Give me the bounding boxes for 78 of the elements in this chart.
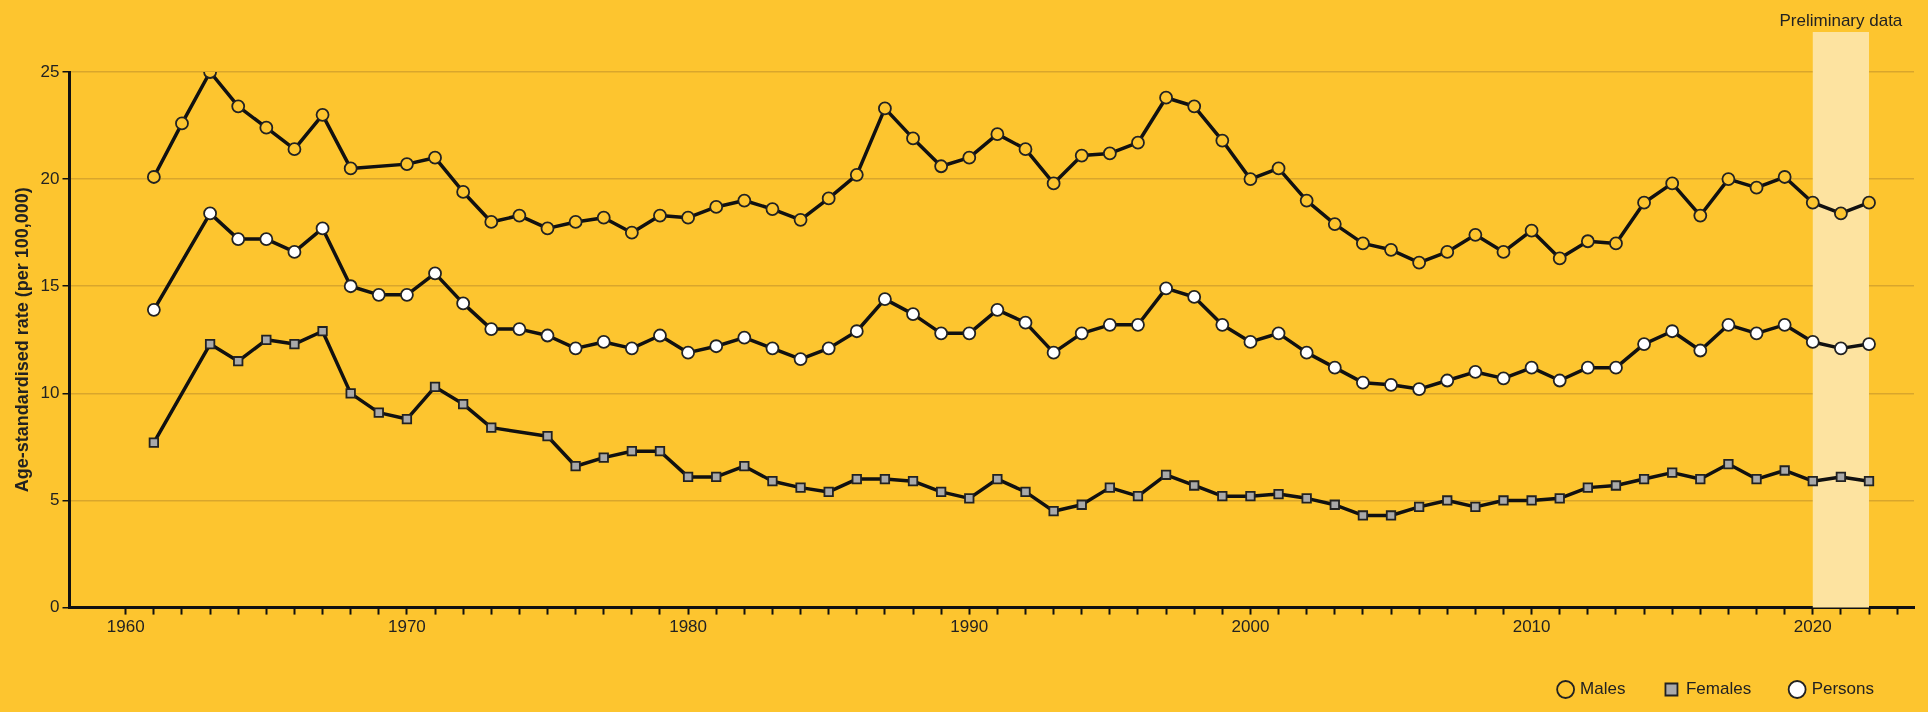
point — [486, 422, 497, 433]
point — [1723, 458, 1734, 470]
point — [317, 326, 328, 337]
point — [711, 471, 722, 483]
point — [1413, 501, 1425, 513]
point — [289, 338, 300, 350]
legend-label: Persons — [1811, 679, 1875, 699]
point — [1020, 486, 1031, 498]
point — [345, 388, 356, 399]
y-tick-label: 5 — [50, 490, 60, 510]
point — [1048, 506, 1059, 517]
y-tick-label: 20 — [40, 168, 60, 188]
legend-label: Females — [1685, 679, 1752, 699]
point — [429, 381, 441, 393]
point — [851, 473, 862, 485]
point — [1554, 493, 1565, 504]
point — [682, 471, 694, 483]
y-tick-label: 0 — [50, 597, 60, 617]
y-tick-label: 25 — [40, 61, 60, 81]
legend-label: Males — [1580, 679, 1626, 699]
y-tick-label: 10 — [40, 383, 60, 403]
band-label: Preliminary data — [1779, 11, 1903, 31]
point — [1526, 495, 1537, 506]
point — [1695, 473, 1706, 485]
point — [570, 461, 581, 472]
point — [1779, 465, 1790, 476]
x-tick-label: 1970 — [388, 617, 426, 637]
point — [542, 431, 553, 442]
x-tick-label: 1980 — [669, 617, 707, 637]
point — [233, 356, 244, 367]
point — [767, 476, 778, 487]
point — [1104, 482, 1115, 493]
point — [1357, 510, 1369, 521]
point — [1301, 493, 1312, 504]
x-tick-label: 2020 — [1793, 617, 1832, 637]
x-tick-label: 1960 — [106, 617, 145, 637]
point — [1273, 488, 1284, 500]
point — [879, 473, 891, 485]
point — [1217, 491, 1228, 502]
point — [626, 446, 637, 457]
point — [148, 437, 159, 448]
point — [1470, 501, 1481, 513]
point — [992, 473, 1003, 485]
point — [458, 398, 469, 410]
point — [1582, 482, 1593, 493]
x-tick-label: 2010 — [1512, 617, 1551, 637]
point — [598, 452, 609, 463]
point — [823, 486, 834, 498]
point — [1498, 495, 1509, 506]
point — [373, 407, 384, 418]
point — [1160, 469, 1172, 480]
point — [739, 461, 750, 472]
point — [1807, 476, 1818, 487]
point — [1835, 471, 1847, 483]
point — [1863, 476, 1875, 487]
point — [936, 486, 947, 498]
point — [1442, 495, 1453, 506]
point — [1385, 510, 1397, 521]
x-tick-label: 2000 — [1231, 617, 1270, 637]
x-tick-label: 1990 — [950, 617, 989, 637]
point — [1245, 491, 1256, 502]
point — [1751, 473, 1762, 485]
point — [795, 482, 806, 493]
point — [1610, 480, 1622, 491]
point — [1638, 473, 1650, 485]
point — [1329, 499, 1340, 510]
point — [401, 413, 413, 425]
y-tick-label: 15 — [40, 275, 60, 295]
point — [1189, 480, 1200, 491]
point — [1132, 491, 1144, 502]
point — [261, 334, 272, 345]
point — [204, 338, 216, 350]
y-axis-title: Age-standardised rate (per 100,000) — [11, 187, 32, 493]
point — [907, 476, 919, 487]
point — [1076, 499, 1087, 510]
point — [654, 446, 666, 457]
point — [1667, 467, 1678, 478]
point — [964, 493, 975, 504]
